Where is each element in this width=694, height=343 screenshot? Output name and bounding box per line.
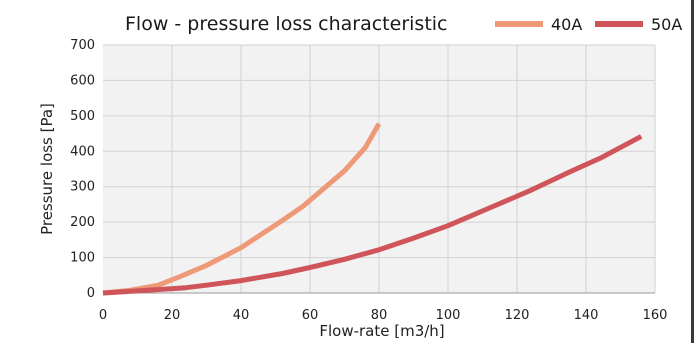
series-line-40A <box>102 122 382 296</box>
y-tick-label: 700 <box>70 38 95 53</box>
axes: 0 20 40 60 80 100 120 140 160 0 100 200 300 400 500 600… <box>70 38 667 323</box>
x-tick-label: 40 <box>233 308 250 323</box>
y-tick-label: 0 <box>87 286 95 301</box>
x-tick-label: 80 <box>371 308 388 323</box>
y-tick-label: 400 <box>70 144 95 159</box>
y-tick-label: 300 <box>70 180 95 195</box>
gridlines <box>103 44 656 293</box>
y-axis-title: Pressure loss [Pa] <box>38 103 56 235</box>
legend: 40A 50A <box>495 15 682 34</box>
x-tick-label: 160 <box>643 308 668 323</box>
y-tick-label: 600 <box>70 73 95 88</box>
x-tick-label: 20 <box>164 308 181 323</box>
x-tick-label: 140 <box>574 308 599 323</box>
x-tick-label: 120 <box>505 308 530 323</box>
legend-label-50A: 50A <box>651 15 682 34</box>
legend-label-40A: 40A <box>551 15 582 34</box>
series-line-50A <box>102 134 643 296</box>
x-tick-label: 100 <box>436 308 461 323</box>
chart-title: Flow - pressure loss characteristic <box>125 13 448 35</box>
y-tick-label: 200 <box>70 215 95 230</box>
y-tick-label: 500 <box>70 109 95 124</box>
x-tick-label: 0 <box>99 308 107 323</box>
window-edge <box>691 0 694 343</box>
y-tick-label: 100 <box>70 251 95 266</box>
series-lines <box>102 122 643 296</box>
x-tick-label: 60 <box>302 308 319 323</box>
x-axis-title: Flow-rate [m3/h] <box>319 322 444 340</box>
